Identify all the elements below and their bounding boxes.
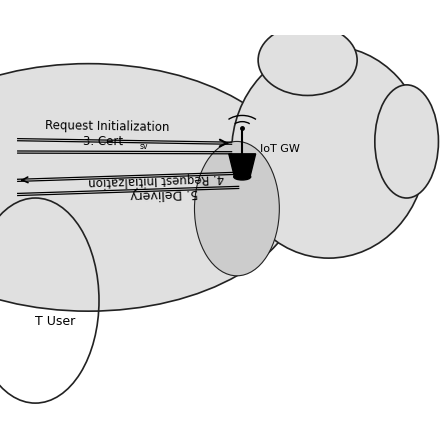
Ellipse shape (232, 46, 426, 258)
Text: 5. Delivery: 5. Delivery (130, 187, 198, 202)
Ellipse shape (258, 25, 357, 95)
Text: sv: sv (140, 142, 149, 151)
Ellipse shape (375, 85, 438, 198)
Text: 3. Cert: 3. Cert (84, 135, 123, 148)
Text: 4. Request Initialzation: 4. Request Initialzation (88, 171, 225, 188)
Polygon shape (229, 154, 255, 177)
Text: Request Initialization: Request Initialization (45, 118, 169, 133)
Ellipse shape (0, 64, 301, 311)
Text: T User: T User (35, 315, 76, 328)
Text: IoT GW: IoT GW (260, 144, 300, 154)
Ellipse shape (194, 141, 279, 276)
Ellipse shape (234, 174, 251, 180)
